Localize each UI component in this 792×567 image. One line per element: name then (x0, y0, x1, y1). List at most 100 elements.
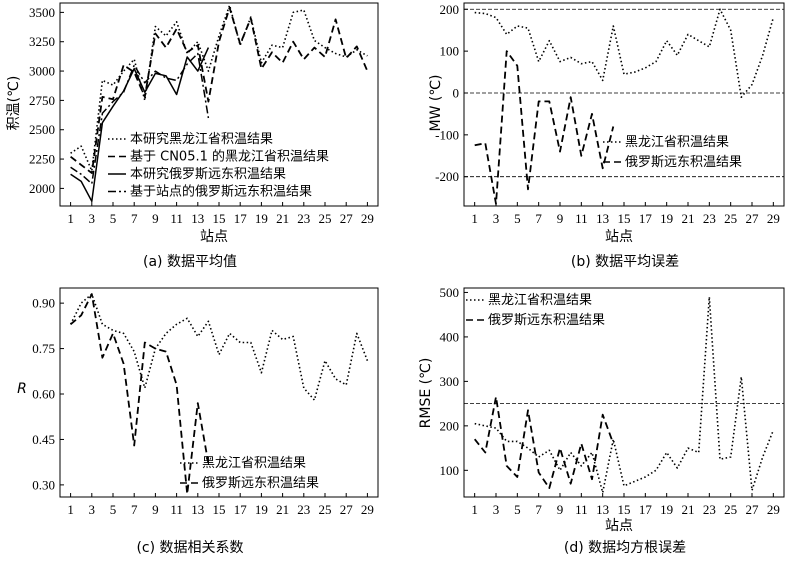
x-tick-label: 11 (575, 502, 588, 517)
x-tick-label: 17 (234, 211, 248, 226)
x-tick-label: 15 (213, 211, 226, 226)
x-tick-label: 23 (703, 211, 716, 226)
x-tick-label: 15 (618, 211, 631, 226)
x-tick-label: 5 (514, 211, 521, 226)
legend-label: 本研究俄罗斯远东积温结果 (130, 167, 286, 182)
y-tick-label: 0 (453, 85, 460, 100)
x-tick-label: 27 (340, 211, 354, 226)
y-tick-label: 2250 (29, 152, 55, 167)
x-tick-label: 19 (660, 502, 673, 517)
x-tick-label: 17 (639, 211, 653, 226)
x-tick-label: 7 (131, 502, 138, 517)
y-tick-label: 2750 (29, 93, 55, 108)
y-tick-label: 400 (440, 329, 460, 344)
y-tick-label: 3500 (29, 5, 55, 20)
series-line-2 (473, 395, 615, 490)
x-tick-label: 9 (557, 211, 564, 226)
chart-caption: (b) 数据平均误差 (571, 254, 679, 270)
x-tick-label: 25 (319, 211, 332, 226)
x-tick-label: 23 (297, 502, 310, 517)
x-tick-label: 15 (618, 502, 631, 517)
x-tick-label: 13 (191, 211, 204, 226)
x-tick-label: 25 (319, 502, 332, 517)
y-tick-label: -100 (435, 127, 459, 142)
x-tick-label: 7 (535, 211, 542, 226)
y-tick-label: 2000 (29, 181, 55, 196)
x-tick-label: 23 (703, 502, 716, 517)
x-tick-label: 1 (67, 211, 74, 226)
x-tick-label: 5 (514, 502, 521, 517)
y-tick-label: 200 (440, 418, 460, 433)
series-line-1 (69, 293, 369, 401)
x-tick-label: 7 (131, 211, 138, 226)
x-tick-label: 29 (361, 502, 374, 517)
legend-label: 俄罗斯远东积温结果 (202, 476, 319, 491)
chart-caption: (c) 数据相关系数 (136, 540, 243, 556)
x-tick-label: 21 (682, 211, 695, 226)
legend-label: 基于站点的俄罗斯远东积温结果 (130, 184, 312, 200)
x-tick-label: 11 (170, 502, 183, 517)
x-tick-label: 17 (639, 502, 653, 517)
y-tick-label: 2500 (29, 122, 55, 137)
y-tick-label: 0.30 (32, 477, 55, 492)
legend-label: 黑龙江省积温结果 (488, 293, 592, 308)
x-tick-label: 27 (746, 211, 760, 226)
x-tick-label: 21 (276, 211, 289, 226)
x-axis-label: 站点 (605, 518, 633, 534)
x-tick-label: 21 (682, 502, 695, 517)
y-tick-label: 200 (440, 2, 460, 17)
legend-label: 本研究黑龙江省积温结果 (130, 132, 273, 147)
x-tick-label: 1 (471, 502, 478, 517)
x-tick-label: 29 (767, 211, 780, 226)
x-tick-label: 11 (575, 211, 588, 226)
x-tick-label: 25 (724, 211, 737, 226)
series-line-2 (474, 50, 615, 205)
legend-label: 俄罗斯远东积温结果 (625, 155, 742, 170)
plot-frame (463, 2, 785, 207)
x-tick-label: 27 (340, 502, 354, 517)
x-tick-label: 9 (152, 211, 159, 226)
y-tick-label: 0.90 (32, 296, 55, 311)
x-tick-label: 19 (660, 211, 673, 226)
y-tick-label: 0.60 (32, 387, 55, 402)
y-axis-label: R (17, 381, 27, 397)
chart-caption: (d) 数据均方根误差 (564, 540, 686, 556)
chart-panel-2: 1 3 5 7 9 11 13 15 17 19 21 23 25 27 29-200-1000100200… (428, 2, 785, 270)
x-tick-label: 1 (67, 502, 74, 517)
x-tick-label: 23 (297, 211, 310, 226)
series-line-2 (70, 6, 369, 175)
y-axis-label: RMSE (℃) (418, 358, 434, 429)
series-line-1 (474, 8, 775, 98)
y-axis-label: MW (℃) (428, 74, 444, 131)
x-tick-label: 9 (557, 502, 564, 517)
x-tick-label: 27 (746, 502, 760, 517)
y-tick-label: 300 (440, 374, 460, 389)
series-line-3 (70, 47, 210, 203)
x-tick-label: 3 (89, 211, 96, 226)
legend-label: 俄罗斯远东积温结果 (488, 313, 605, 328)
y-tick-label: 500 (440, 285, 460, 300)
y-tick-label: 0.45 (32, 432, 55, 447)
y-tick-label: 3000 (29, 64, 55, 79)
x-tick-label: 9 (152, 502, 159, 517)
y-axis-label: 积温(℃) (6, 76, 22, 131)
chart-panel-1: 1 3 5 7 9 11 13 15 17 19 21 23 25 27 29200022502500275… (6, 2, 379, 270)
legend-label: 黑龙江省积温结果 (625, 135, 729, 150)
series-line-4 (70, 52, 210, 185)
legend-label: 基于 CN05.1 的黑龙江省积温结果 (130, 149, 329, 165)
x-tick-label: 17 (234, 502, 248, 517)
y-tick-label: 0.75 (32, 341, 55, 356)
x-tick-label: 19 (255, 211, 268, 226)
y-tick-label: 3250 (29, 34, 55, 49)
chart-caption: (a) 数据平均值 (143, 254, 237, 270)
series-line-2 (70, 293, 210, 495)
x-tick-label: 13 (191, 502, 204, 517)
x-tick-label: 25 (724, 502, 737, 517)
x-tick-label: 3 (89, 502, 96, 517)
x-tick-label: 13 (596, 211, 609, 226)
x-tick-label: 15 (213, 502, 226, 517)
x-tick-label: 3 (493, 211, 500, 226)
chart-panel-4: 1 3 5 7 9 11 13 15 17 19 21 23 25 27 29100200300400500… (418, 285, 785, 556)
x-tick-label: 29 (361, 211, 374, 226)
